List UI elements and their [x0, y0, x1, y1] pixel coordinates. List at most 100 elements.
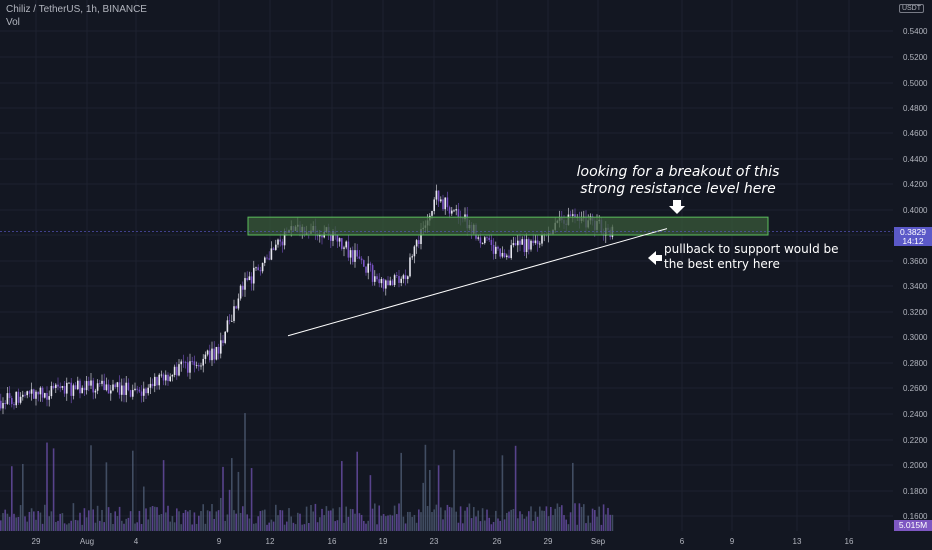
candle-body: [393, 275, 396, 286]
candle-body: [63, 386, 66, 394]
candle-body: [536, 240, 539, 245]
volume-bar: [213, 518, 215, 531]
candle-body: [380, 278, 383, 284]
volume-bar: [19, 505, 22, 531]
candle-body: [11, 398, 13, 405]
breakout-annotation[interactable]: looking for a breakout of this strong re…: [558, 164, 798, 198]
candle-body: [382, 278, 385, 289]
candle-body: [125, 382, 127, 395]
volume-bar: [484, 520, 486, 531]
candle-body: [17, 391, 20, 403]
volume-bar: [477, 510, 479, 531]
volume-bar: [338, 507, 341, 531]
price-tick-label: 0.2200: [903, 436, 928, 445]
candle-body: [41, 387, 44, 398]
volume-bar: [321, 508, 323, 531]
volume-bar: [156, 507, 158, 531]
candle-body: [442, 199, 444, 210]
candle-body: [8, 393, 11, 399]
volume-bar: [492, 521, 495, 531]
candle-body: [83, 387, 86, 391]
candle-body: [321, 234, 323, 238]
candle-body: [523, 239, 526, 253]
price-tick-label: 0.2600: [903, 384, 928, 393]
volume-bar: [107, 507, 110, 531]
resistance-zone[interactable]: [247, 216, 769, 236]
volume-bar: [387, 515, 389, 531]
currency-badge[interactable]: USDT: [898, 4, 924, 13]
volume-bar: [459, 506, 462, 531]
volume-bar: [415, 522, 418, 531]
volume-bar: [517, 518, 519, 531]
pullback-annotation[interactable]: pullback to support would be the best en…: [664, 242, 844, 272]
candle-body: [68, 382, 70, 384]
volume-bar: [521, 514, 523, 531]
volume-bar: [211, 504, 213, 531]
candle-body: [217, 346, 220, 354]
volume-bar: [319, 517, 321, 531]
candle-body: [497, 246, 499, 249]
volume-bar: [365, 523, 367, 531]
volume-bar: [94, 522, 97, 531]
candle-body: [77, 380, 79, 390]
volume-bar: [578, 503, 581, 531]
volume-bar: [510, 509, 512, 531]
volume-bar: [233, 510, 235, 531]
volume-bar: [255, 523, 257, 531]
candle-body: [246, 278, 248, 281]
price-tick-label: 0.4600: [903, 129, 928, 138]
candle-body: [268, 258, 270, 260]
volume-bar: [198, 515, 200, 531]
volume-bar: [292, 522, 295, 531]
volume-bar: [429, 469, 431, 531]
volume-bar: [44, 504, 46, 531]
candle-body: [96, 383, 99, 391]
candle-body: [22, 394, 24, 397]
price-tick-label: 0.1600: [903, 512, 928, 521]
volume-bar: [385, 516, 387, 531]
time-tick-label: 9: [217, 537, 222, 546]
volume-bar: [279, 510, 281, 531]
bar-countdown: 14:12: [902, 236, 924, 246]
candle-body: [237, 298, 240, 309]
candle-body: [367, 263, 369, 273]
volume-bar: [363, 520, 365, 531]
volume-bar: [411, 516, 413, 531]
volume-bar: [30, 508, 33, 531]
candle-body: [343, 247, 345, 249]
volume-bar: [246, 514, 248, 531]
support-trendline[interactable]: [287, 228, 668, 337]
candle-body: [371, 265, 374, 282]
volume-bar: [444, 510, 446, 531]
volume-bar: [371, 508, 374, 531]
candle-body: [215, 346, 218, 360]
candle-body: [437, 190, 440, 202]
price-tick-label: 0.1800: [903, 487, 928, 496]
candle-body: [525, 239, 528, 253]
candle-body: [508, 255, 510, 258]
candle-body: [389, 280, 391, 286]
time-tick-label: 9: [730, 537, 735, 546]
candle-body: [270, 248, 273, 260]
candle-body: [145, 388, 147, 394]
volume-bar: [268, 522, 270, 531]
volume-bar: [226, 514, 229, 531]
volume-bar: [202, 504, 204, 531]
candle-body: [569, 214, 572, 216]
volume-bar: [310, 505, 312, 531]
candle-body: [261, 262, 264, 272]
candle-body: [158, 374, 160, 386]
candle-body: [402, 275, 405, 279]
candle-body: [418, 240, 420, 245]
candle-body: [259, 270, 262, 272]
volume-bar: [341, 461, 343, 531]
candle-body: [107, 384, 110, 394]
time-tick-label: 23: [430, 537, 439, 546]
volume-bar: [545, 506, 548, 531]
volume-bar: [74, 519, 77, 531]
volume-bar: [402, 516, 405, 531]
last-price-tag: 0.3829 14:12: [894, 227, 932, 246]
price-tick-label: 0.3200: [903, 308, 928, 317]
volume-bar: [470, 518, 473, 531]
